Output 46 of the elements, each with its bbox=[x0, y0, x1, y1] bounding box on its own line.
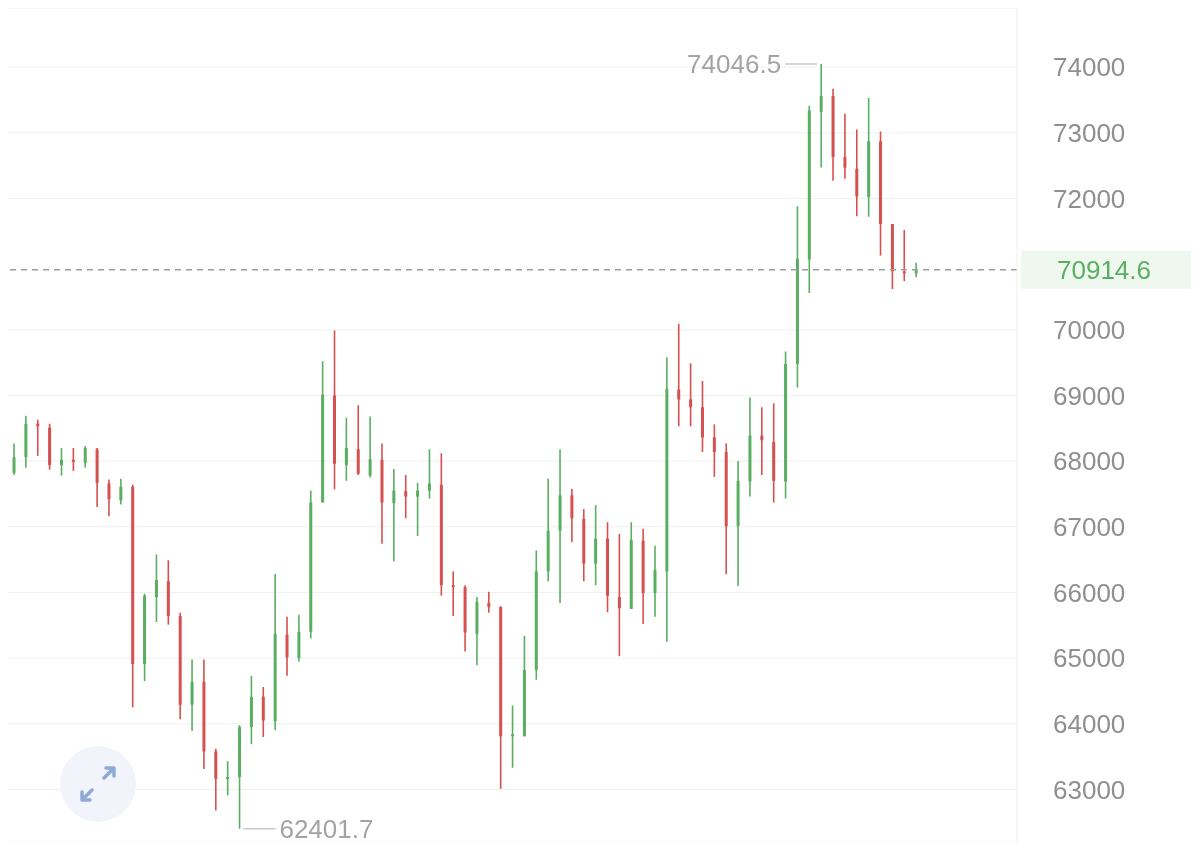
y-tick-label: 70000 bbox=[1053, 315, 1126, 346]
candlestick bbox=[285, 615, 289, 677]
candlestick bbox=[487, 591, 491, 614]
candlestick bbox=[511, 704, 515, 769]
y-tick-label: 74000 bbox=[1053, 52, 1126, 83]
candlestick bbox=[119, 478, 123, 506]
candlestick bbox=[344, 416, 348, 482]
annotation: 74046.5 bbox=[687, 49, 782, 80]
y-tick-label: 66000 bbox=[1053, 577, 1126, 608]
annotation: 62401.7 bbox=[279, 813, 374, 844]
y-tick-label: 64000 bbox=[1053, 709, 1126, 740]
ref-line-label: 70914.6 bbox=[1057, 254, 1151, 285]
candlestick bbox=[261, 686, 265, 738]
y-tick-label: 68000 bbox=[1053, 446, 1126, 477]
y-tick-label: 69000 bbox=[1053, 380, 1126, 411]
candlestick bbox=[83, 445, 87, 469]
y-tick-label: 73000 bbox=[1053, 118, 1126, 148]
candlestick bbox=[653, 545, 657, 618]
candlestick bbox=[570, 487, 574, 543]
candlestick bbox=[427, 448, 431, 500]
candlestick bbox=[107, 478, 111, 518]
candlestick bbox=[712, 423, 716, 478]
candlestick bbox=[404, 474, 408, 520]
candlestick bbox=[617, 533, 621, 657]
candlestick bbox=[700, 380, 704, 453]
candlestick bbox=[226, 760, 230, 797]
y-tick-label: 67000 bbox=[1053, 512, 1126, 543]
y-tick-label: 63000 bbox=[1053, 774, 1126, 805]
candlestick bbox=[451, 570, 455, 617]
candlestick bbox=[190, 658, 194, 732]
candlestick bbox=[59, 447, 63, 477]
y-tick-label: 72000 bbox=[1053, 183, 1126, 214]
candlestick bbox=[689, 362, 693, 428]
candlestick bbox=[677, 323, 681, 428]
candlestick bbox=[154, 553, 158, 623]
candlestick bbox=[333, 329, 336, 491]
candlestick bbox=[392, 468, 396, 563]
candlestick bbox=[819, 63, 823, 169]
candlestick bbox=[902, 229, 906, 282]
candlestick bbox=[606, 521, 610, 613]
candlestick bbox=[368, 415, 372, 479]
candlestick bbox=[12, 442, 16, 476]
candlestick bbox=[843, 112, 847, 180]
candlestick bbox=[71, 447, 75, 472]
y-tick-label: 65000 bbox=[1053, 643, 1126, 674]
candlestick bbox=[416, 481, 420, 537]
